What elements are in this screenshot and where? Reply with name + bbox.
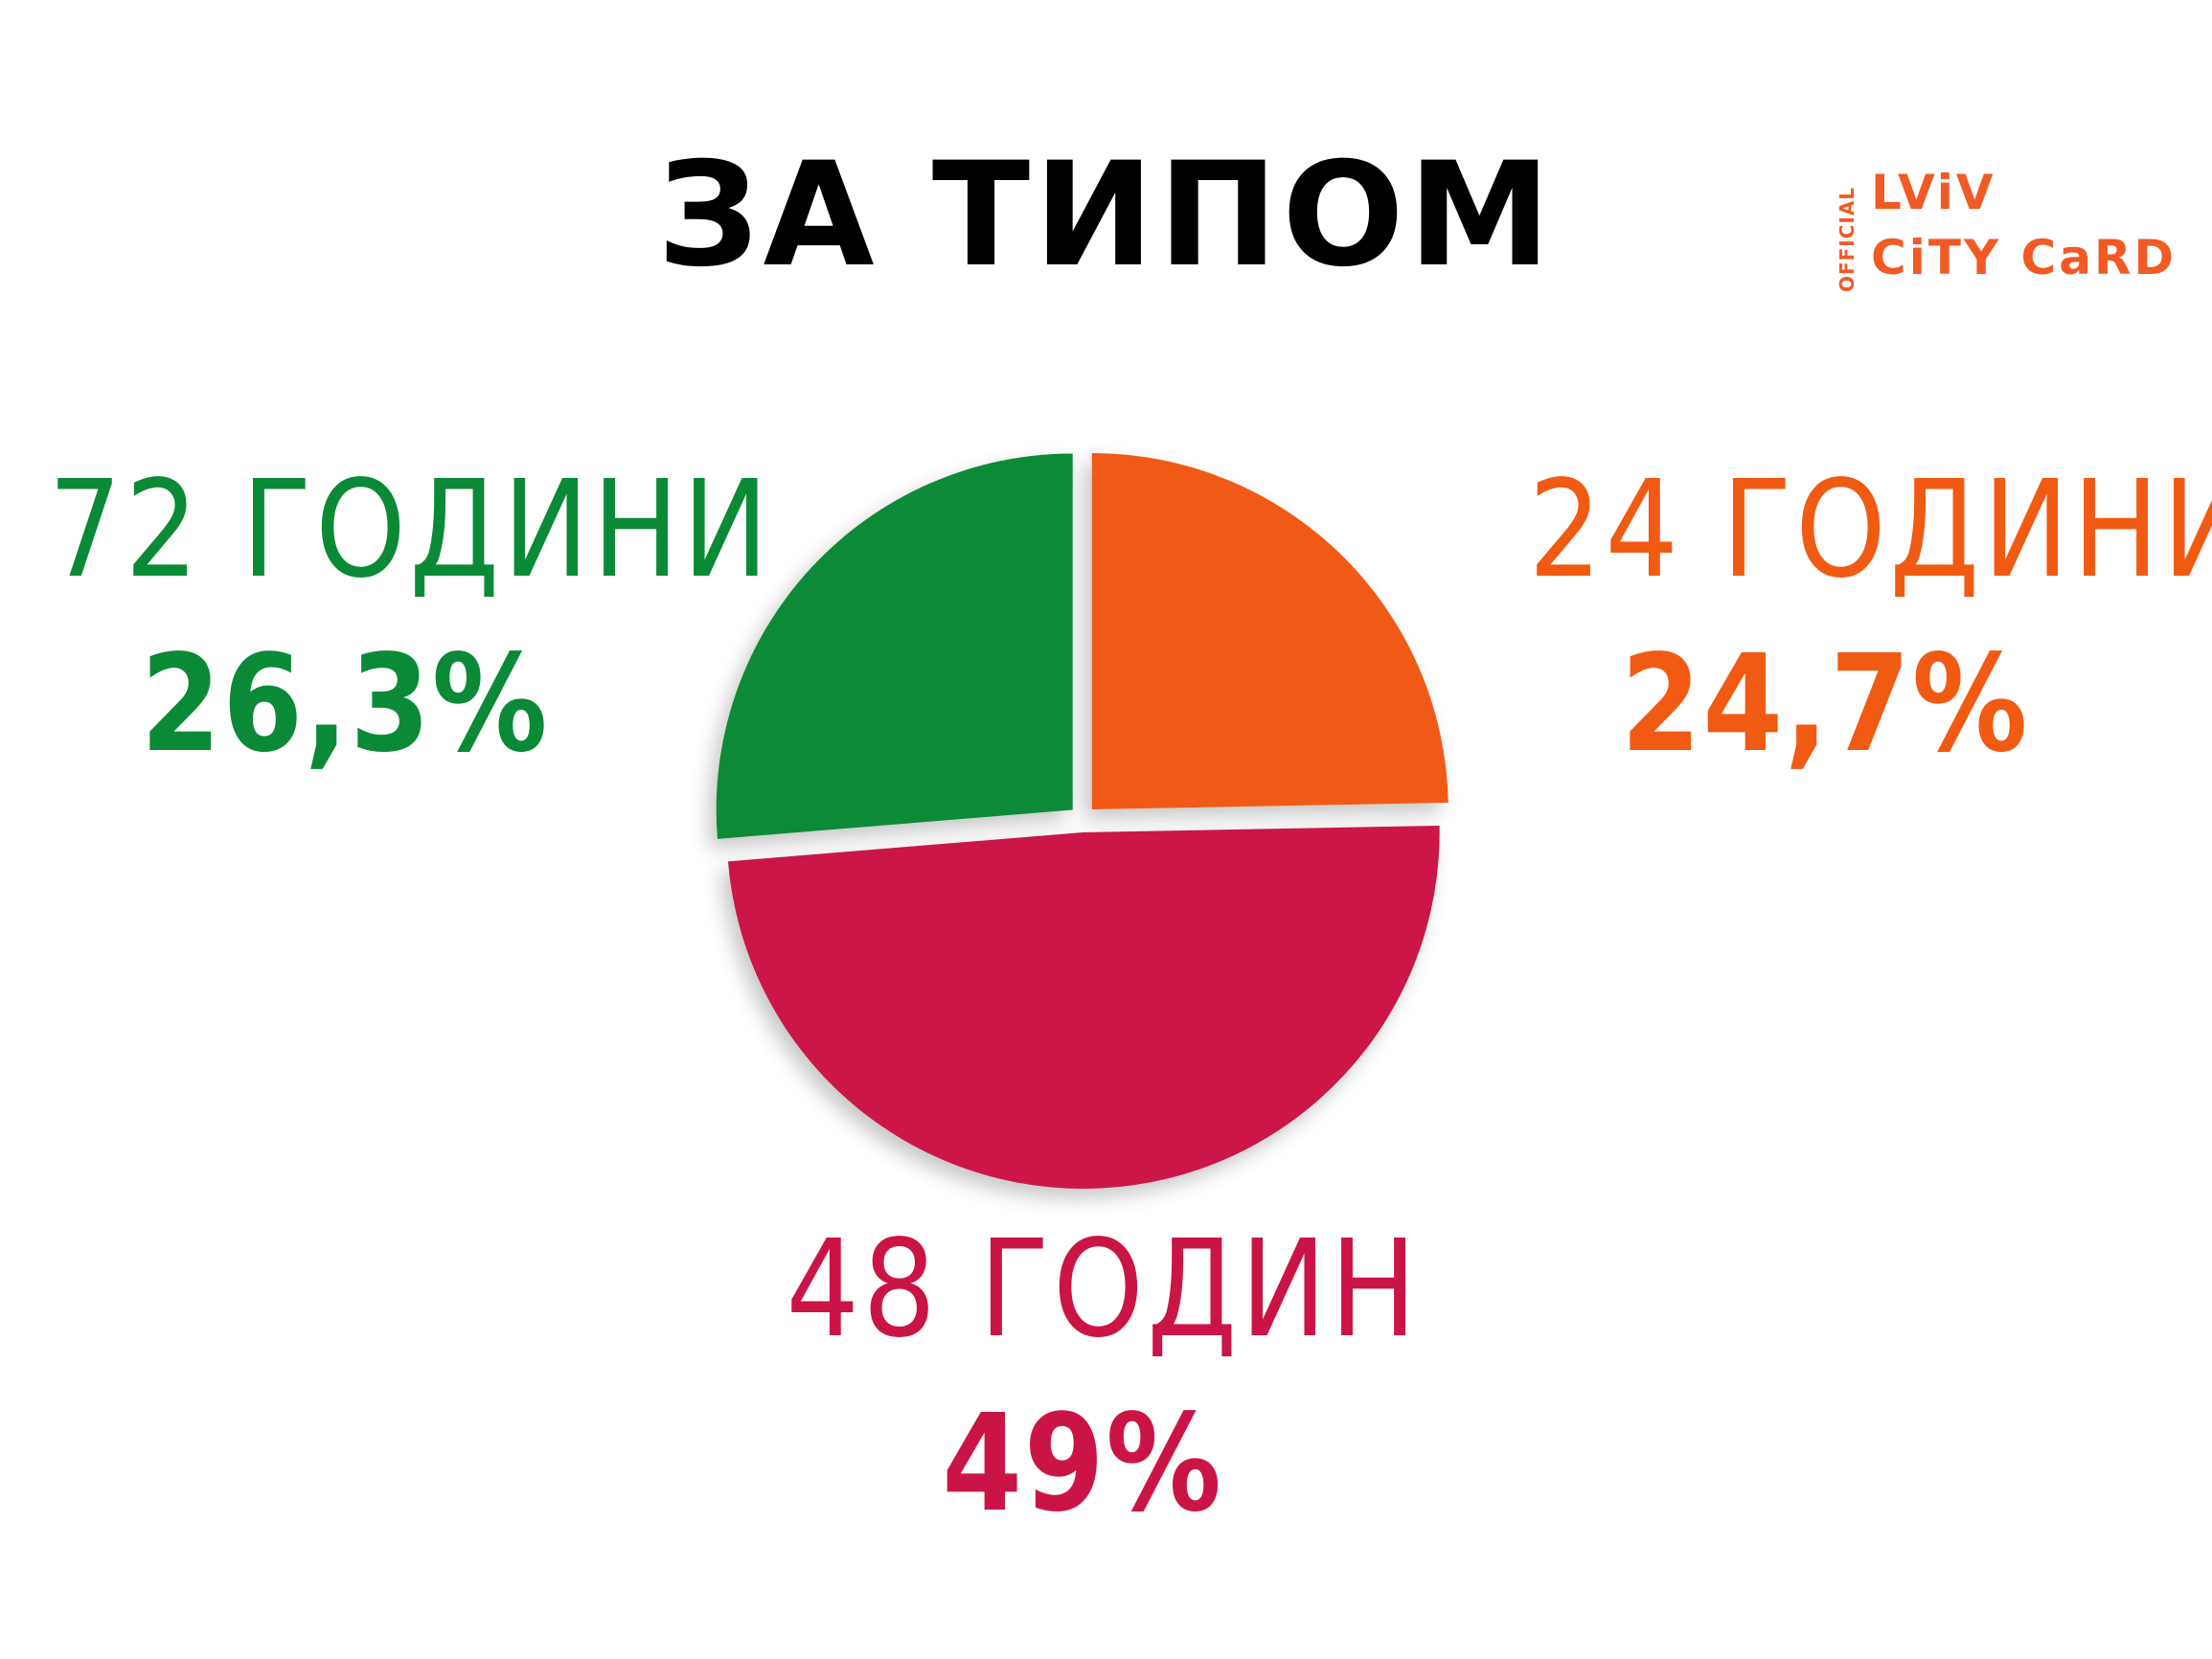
slice-label-24h: 24 ГОДИНИ 24,7% xyxy=(1480,452,2212,783)
lviv-city-card-logo: OFFICIAL LViV CiTY CaRD xyxy=(1836,169,2174,292)
logo-line-2: CiTY CaRD xyxy=(1871,230,2177,285)
slice-label-48h: 48 ГОДИН 49% xyxy=(738,1223,1427,1532)
slice-label-72h: 72 ГОДИНИ 26,3% xyxy=(0,452,772,783)
slice-name-48h: 48 ГОДИН xyxy=(786,1212,1421,1368)
slice-value-24h: 24,7% xyxy=(1620,626,2030,783)
pie-slice-24h xyxy=(1091,453,1448,810)
chart-title: ЗА ТИПОМ xyxy=(656,132,1556,299)
pie-slice-72h xyxy=(716,453,1073,839)
slice-name-24h: 24 ГОДИНИ xyxy=(1528,452,2212,608)
pie-slice-48h xyxy=(727,825,1440,1189)
logo-line-1: LViV xyxy=(1871,165,1996,220)
slice-name-72h: 72 ГОДИНИ xyxy=(48,452,772,608)
pie-slices xyxy=(716,453,1448,1189)
slice-value-72h: 26,3% xyxy=(140,626,550,783)
slice-value-48h: 49% xyxy=(942,1386,1223,1542)
